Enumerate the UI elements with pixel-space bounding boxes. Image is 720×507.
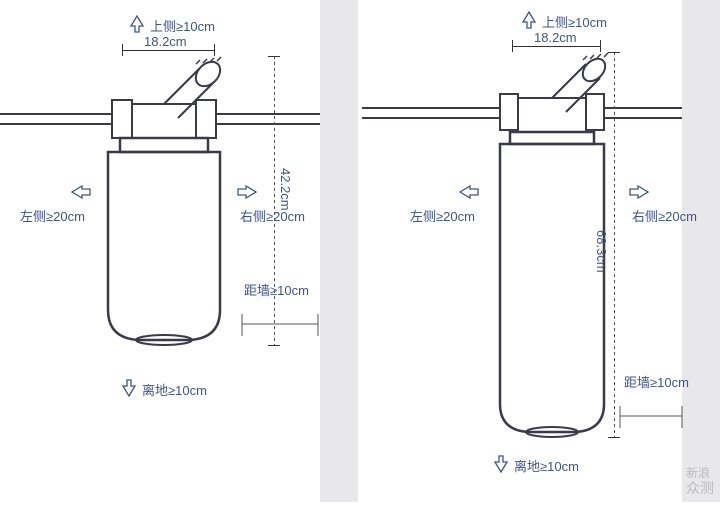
height-label: 68.3cm bbox=[594, 230, 609, 273]
right-arrow-icon bbox=[236, 184, 258, 200]
wall-label: 距墙≥10cm bbox=[244, 280, 309, 299]
right-label: 右侧≥20cm bbox=[632, 206, 697, 225]
filter-device-short bbox=[0, 0, 358, 507]
watermark-line2: 众测 bbox=[686, 481, 714, 496]
right-panel: 上侧≥10cm 18.2cm bbox=[362, 0, 720, 502]
canvas: 上侧≥10cm 18.2cm bbox=[0, 0, 720, 502]
wall-bracket bbox=[240, 296, 324, 349]
height-dimline bbox=[614, 52, 615, 438]
watermark-line1: 新浪 bbox=[686, 467, 714, 480]
watermark: 新浪 众测 bbox=[686, 467, 714, 496]
right-arrow-icon bbox=[628, 184, 650, 200]
bottom-arrow-icon bbox=[120, 378, 138, 398]
right-label: 右侧≥20cm bbox=[240, 206, 305, 225]
bottom-arrow-icon bbox=[492, 454, 510, 474]
left-arrow-icon bbox=[458, 184, 480, 200]
wall-label: 距墙≥10cm bbox=[624, 372, 689, 391]
left-arrow-icon bbox=[70, 184, 92, 200]
bottom-label: 离地≥10cm bbox=[142, 380, 207, 399]
left-panel: 上侧≥10cm 18.2cm bbox=[0, 0, 358, 502]
left-label: 左侧≥20cm bbox=[20, 206, 85, 225]
bottom-label: 离地≥10cm bbox=[514, 456, 579, 475]
height-label: 42.2cm bbox=[278, 168, 293, 211]
wall-bracket bbox=[618, 388, 688, 441]
left-label: 左侧≥20cm bbox=[410, 206, 475, 225]
